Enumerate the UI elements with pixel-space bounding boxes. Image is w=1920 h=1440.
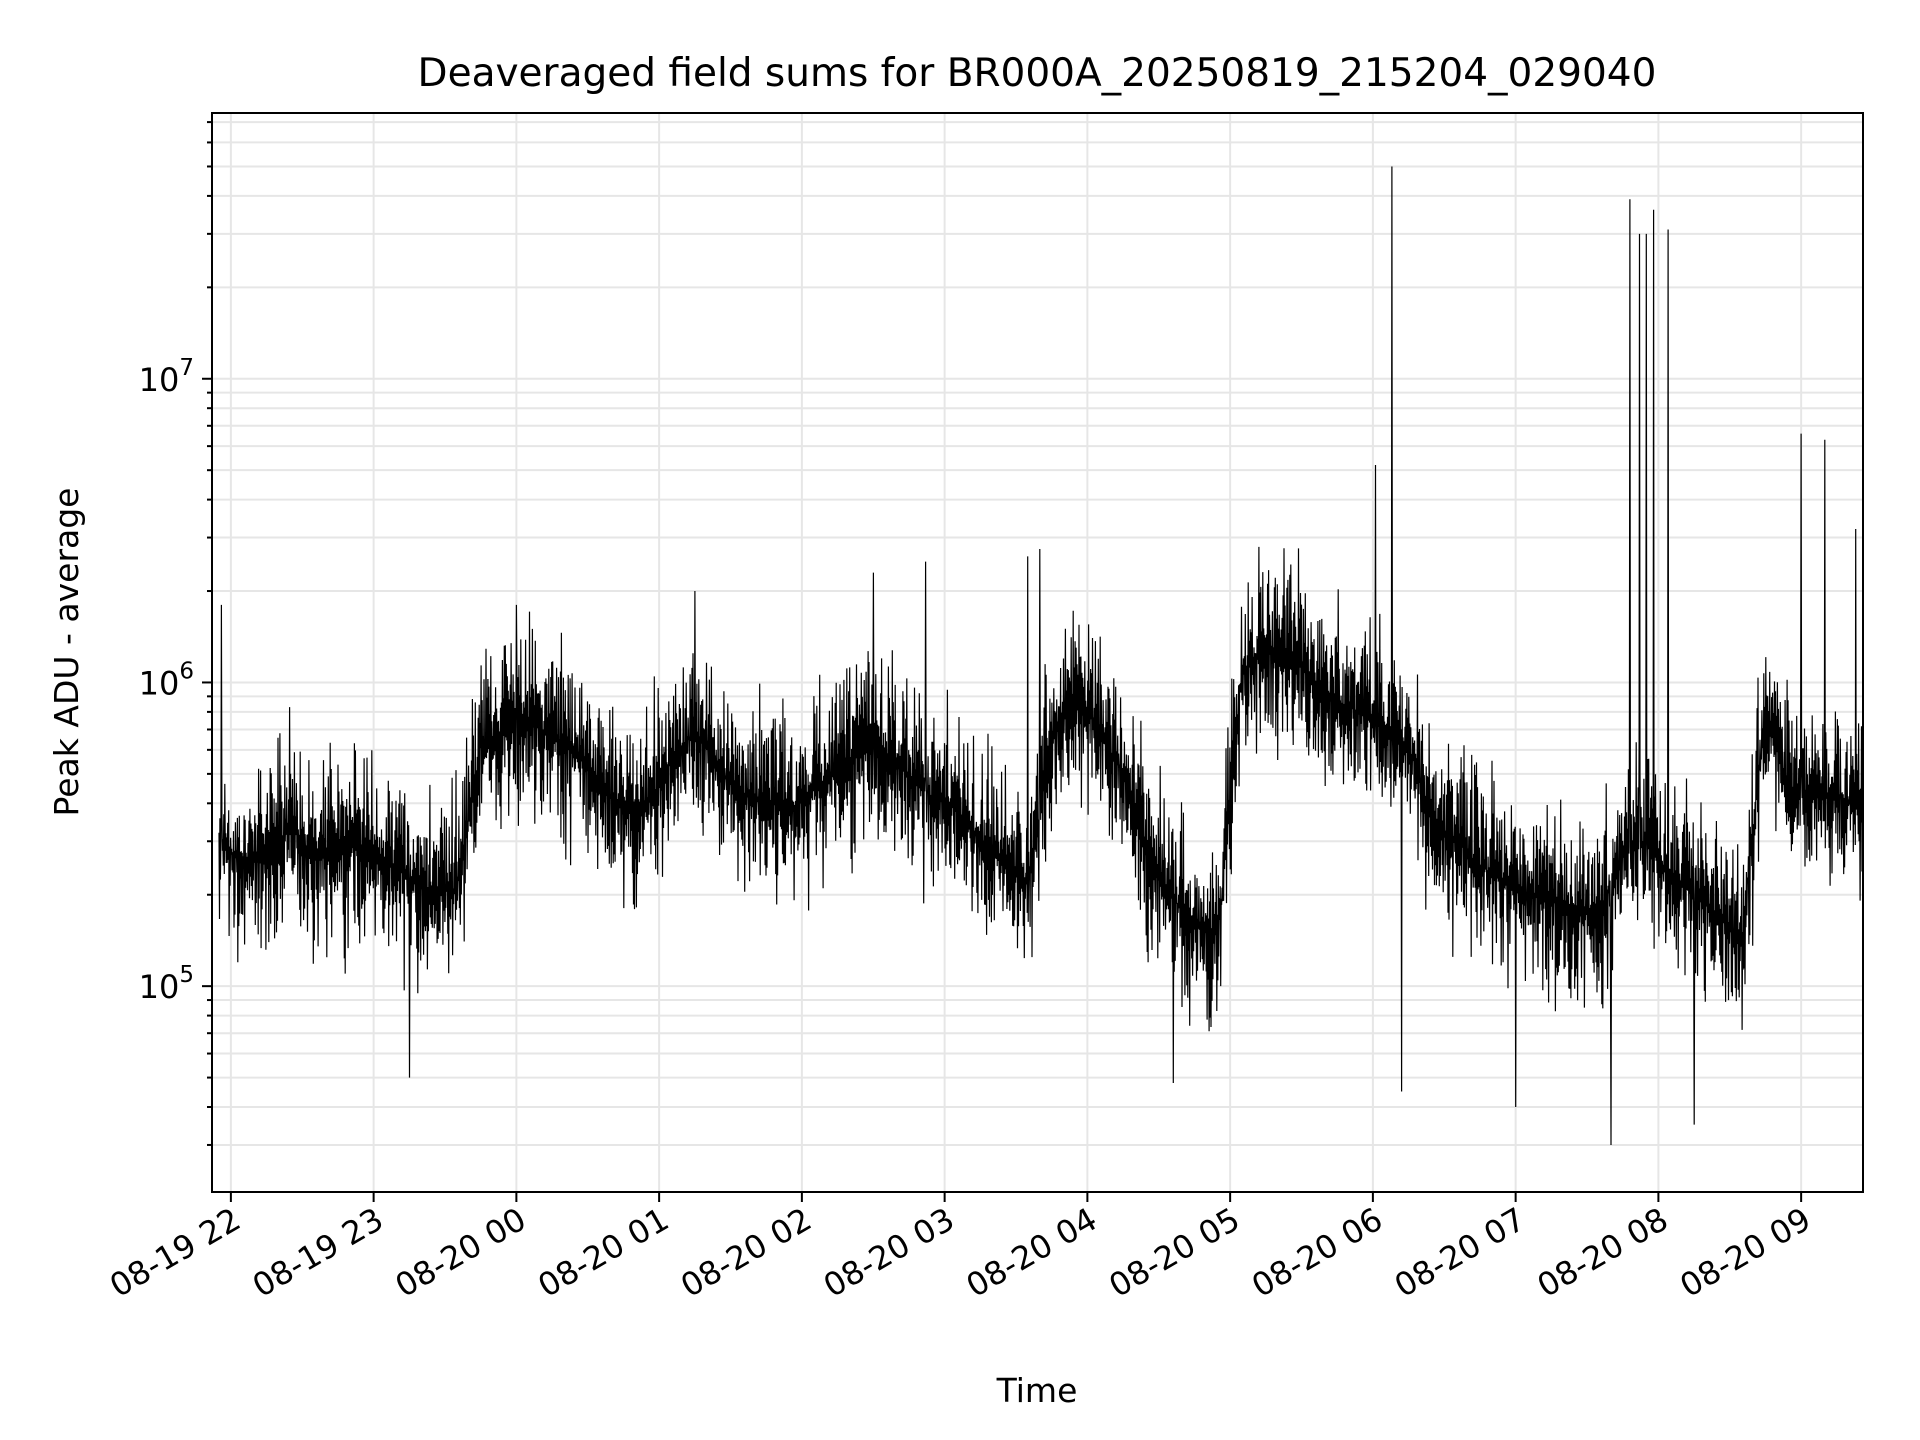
y-tick-label: 105 — [139, 962, 194, 1006]
x-tick-label: 08-19 22 — [103, 1200, 247, 1305]
series-line — [218, 166, 1864, 1146]
x-tick-label: 08-20 04 — [960, 1200, 1104, 1305]
y-tick-label-base: 10 — [139, 361, 180, 399]
chart-title: Deaveraged field sums for BR000A_2025081… — [418, 51, 1657, 96]
x-tick-label: 08-20 05 — [1103, 1200, 1247, 1305]
grid-group — [212, 113, 1863, 1192]
x-tick-label: 08-20 00 — [389, 1200, 533, 1305]
y-tick-label-exp: 5 — [179, 962, 194, 988]
x-tick-label: 08-20 09 — [1674, 1200, 1818, 1305]
y-axis-label: Peak ADU - average — [47, 488, 86, 817]
plot-frame — [211, 112, 1864, 1193]
y-tick-label-exp: 7 — [179, 355, 194, 381]
x-tick-label: 08-20 01 — [532, 1200, 676, 1305]
x-tick-label: 08-20 02 — [674, 1200, 818, 1305]
x-tick-label: 08-20 07 — [1388, 1200, 1532, 1305]
y-tick-label-base: 10 — [139, 968, 180, 1006]
y-tick-label: 107 — [139, 355, 194, 399]
x-tick-label: 08-20 08 — [1531, 1200, 1675, 1305]
series-group — [218, 166, 1864, 1146]
x-tick-label: 08-20 03 — [817, 1200, 961, 1305]
y-tick-label-exp: 6 — [179, 658, 194, 684]
x-tick-label: 08-19 23 — [246, 1200, 390, 1305]
x-axis-label: Time — [996, 1371, 1078, 1410]
y-tick-label-base: 10 — [139, 664, 180, 702]
y-tick-label: 106 — [139, 658, 194, 702]
x-ticks-group: 08-19 22 08-19 23 08-20 00 08-20 01 08-20 02… — [103, 1192, 1817, 1305]
x-tick-label: 08-20 06 — [1245, 1200, 1389, 1305]
